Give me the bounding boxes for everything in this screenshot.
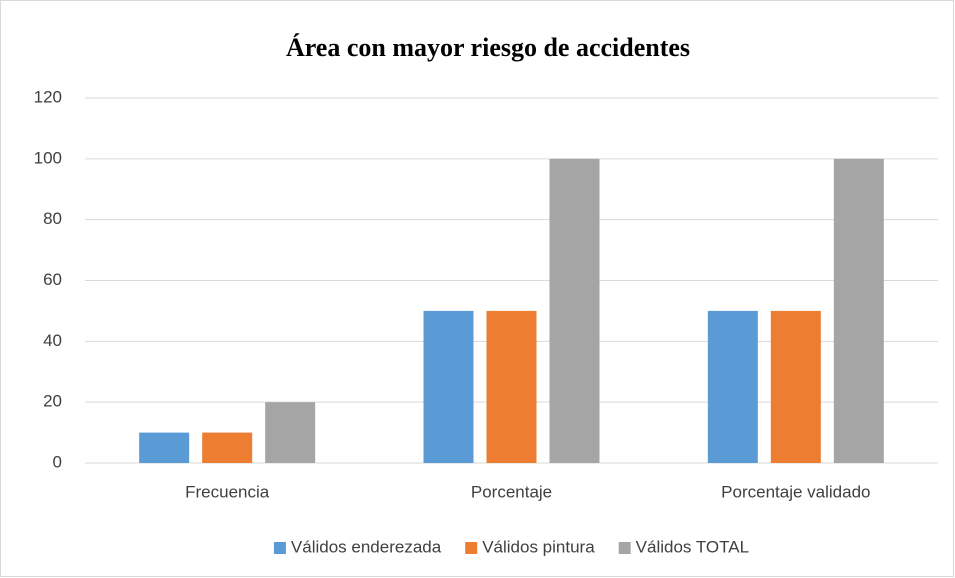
y-tick-label: 80 — [43, 209, 62, 228]
bar — [833, 158, 884, 464]
bar — [549, 158, 600, 464]
y-tick-label: 100 — [34, 148, 62, 167]
y-tick-label: 20 — [43, 392, 62, 411]
bar — [265, 402, 316, 463]
y-tick-label: 60 — [43, 270, 62, 289]
x-tick-label: Porcentaje — [471, 482, 552, 501]
bar — [486, 310, 537, 463]
x-tick-label: Frecuencia — [185, 482, 270, 501]
legend-swatch — [465, 542, 478, 554]
legend-label: Válidos enderezada — [291, 537, 442, 556]
x-tick-label: Porcentaje validado — [721, 482, 870, 501]
bar — [139, 432, 190, 463]
y-tick-label: 120 — [34, 87, 62, 106]
bar — [423, 310, 474, 463]
legend-swatch — [273, 542, 286, 554]
bar — [707, 310, 758, 463]
y-tick-label: 0 — [53, 452, 62, 471]
y-tick-label: 40 — [43, 331, 62, 350]
bar — [770, 310, 821, 463]
legend-label: Válidos TOTAL — [636, 537, 749, 556]
legend-swatch — [618, 542, 631, 554]
chart-title: Área con mayor riesgo de accidentes — [286, 33, 690, 62]
bar — [202, 432, 253, 463]
legend-label: Válidos pintura — [482, 537, 595, 556]
